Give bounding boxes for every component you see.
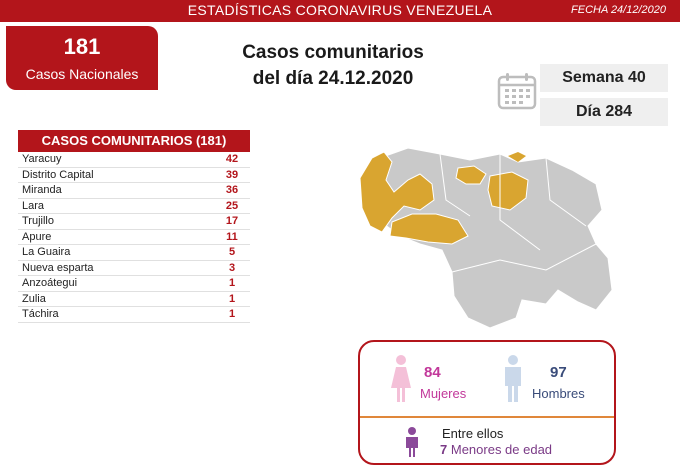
case-count: 39 — [225, 168, 239, 181]
state-name: Nueva esparta — [22, 261, 94, 274]
national-cases-card: 181 Casos Nacionales — [6, 26, 158, 90]
state-name: Yaracuy — [22, 153, 62, 165]
map-highlight-west — [359, 151, 435, 233]
table-row: Anzoátegui 1 — [18, 276, 250, 292]
state-name: Miranda — [22, 184, 62, 196]
headline-line-2: del día 24.12.2020 — [252, 68, 414, 89]
male-icon — [505, 355, 521, 402]
case-count: 42 — [225, 153, 239, 165]
case-count: 36 — [225, 184, 239, 196]
table-row: Lara 25 — [18, 199, 250, 214]
minors-count: 7 — [440, 442, 448, 457]
map-highlight-island — [508, 152, 526, 162]
state-name: Apure — [22, 230, 52, 243]
state-name: Táchira — [22, 308, 59, 320]
minors-label: Menores de edad — [450, 442, 553, 457]
day-indicator: Día 284 — [540, 98, 668, 126]
state-name: Lara — [22, 199, 45, 212]
map-highlight-east — [487, 171, 529, 211]
table-header: CASOS COMUNITARIOS (181) — [18, 130, 250, 152]
minors-line: 7 Menores de edad — [440, 442, 552, 457]
case-count: 1 — [228, 277, 236, 289]
table-row: Zulia 1 — [18, 292, 250, 307]
state-name: Zulia — [22, 292, 46, 305]
headline-line-1: Casos comunitarios — [242, 42, 424, 63]
state-name: Anzoátegui — [22, 277, 78, 289]
state-name: Trujillo — [22, 215, 54, 227]
case-count: 3 — [228, 261, 236, 274]
top-banner: ESTADÍSTICAS CORONAVIRUS VENEZUELA FECHA… — [0, 0, 680, 22]
table-row: Yaracuy 42 — [18, 152, 250, 168]
women-label: Mujeres — [420, 386, 467, 401]
case-count: 5 — [228, 246, 236, 258]
community-cases-table: CASOS COMUNITARIOS (181) Yaracuy 42 Distr… — [18, 130, 250, 323]
table-row: Distrito Capital 39 — [18, 168, 250, 183]
case-count: 1 — [228, 292, 236, 305]
national-cases-number: 181 — [63, 34, 101, 59]
child-icon — [406, 427, 418, 457]
venezuela-map — [359, 147, 613, 329]
gender-breakdown-card: 84 Mujeres 97 Hombres Entre ellos 7 Meno… — [358, 340, 616, 465]
calendar-icon — [497, 73, 537, 110]
minors-intro: Entre ellos — [442, 426, 504, 441]
map-highlight-center — [455, 165, 487, 185]
case-count: 17 — [225, 215, 239, 227]
men-count: 97 — [550, 364, 567, 381]
men-label: Hombres — [532, 386, 585, 401]
table-row: La Guaira 5 — [18, 245, 250, 261]
case-count: 11 — [226, 230, 238, 243]
table-row: Miranda 36 — [18, 183, 250, 199]
case-count: 25 — [225, 199, 239, 212]
national-cases-label: Casos Nacionales — [25, 66, 139, 82]
case-count: 1 — [228, 308, 236, 320]
map-highlight-apure — [389, 213, 469, 245]
state-name: Distrito Capital — [22, 168, 94, 181]
women-count: 84 — [424, 364, 441, 381]
report-date: FECHA 24/12/2020 — [571, 4, 666, 16]
female-icon — [391, 355, 411, 402]
page-title: Casos comunitarios del día 24.12.2020 — [218, 40, 448, 92]
table-row: Apure 11 — [18, 230, 250, 245]
state-name: La Guaira — [22, 246, 71, 258]
table-row: Táchira 1 — [18, 307, 250, 323]
table-row: Nueva esparta 3 — [18, 261, 250, 276]
week-indicator: Semana 40 — [540, 64, 668, 92]
report-title: ESTADÍSTICAS CORONAVIRUS VENEZUELA — [187, 2, 493, 18]
table-row: Trujillo 17 — [18, 214, 250, 230]
divider — [360, 416, 614, 418]
